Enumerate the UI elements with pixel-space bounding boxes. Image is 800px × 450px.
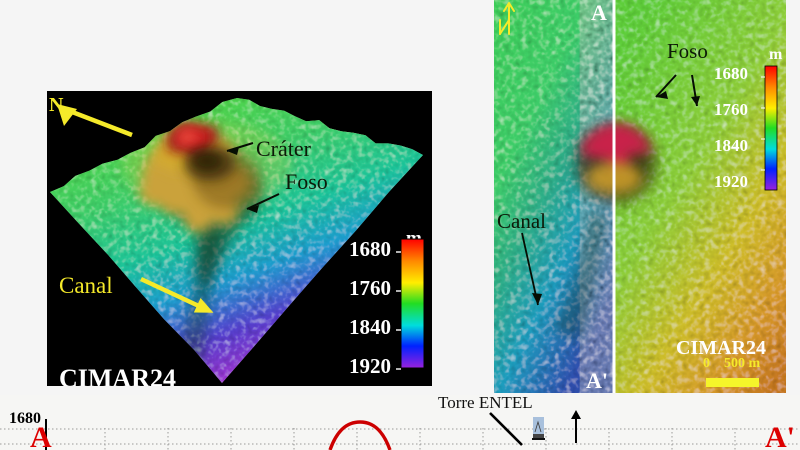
svg-text:1760: 1760 <box>349 276 391 300</box>
svg-text:1840: 1840 <box>349 315 391 339</box>
svg-text:1840: 1840 <box>714 136 748 155</box>
svg-text:Canal: Canal <box>59 273 113 298</box>
svg-text:1680: 1680 <box>349 237 391 261</box>
svg-text:Foso: Foso <box>285 169 328 194</box>
svg-text:CIMAR24: CIMAR24 <box>59 364 176 386</box>
svg-text:Canal: Canal <box>497 209 546 233</box>
svg-text:1920: 1920 <box>714 172 748 191</box>
svg-text:500 m: 500 m <box>724 356 761 371</box>
svg-text:1760: 1760 <box>714 100 748 119</box>
svg-text:A: A <box>591 0 607 25</box>
svg-text:Foso: Foso <box>667 39 708 63</box>
svg-text:1680: 1680 <box>714 64 748 83</box>
svg-text:Cráter: Cráter <box>256 136 312 161</box>
svg-text:1920: 1920 <box>349 354 391 378</box>
svg-text:A': A' <box>765 421 795 450</box>
svg-text:A': A' <box>586 368 608 393</box>
svg-text:m: m <box>769 46 783 63</box>
svg-text:0: 0 <box>703 356 710 371</box>
svg-text:A: A <box>30 421 52 450</box>
svg-text:Torre ENTEL: Torre ENTEL <box>438 395 533 412</box>
